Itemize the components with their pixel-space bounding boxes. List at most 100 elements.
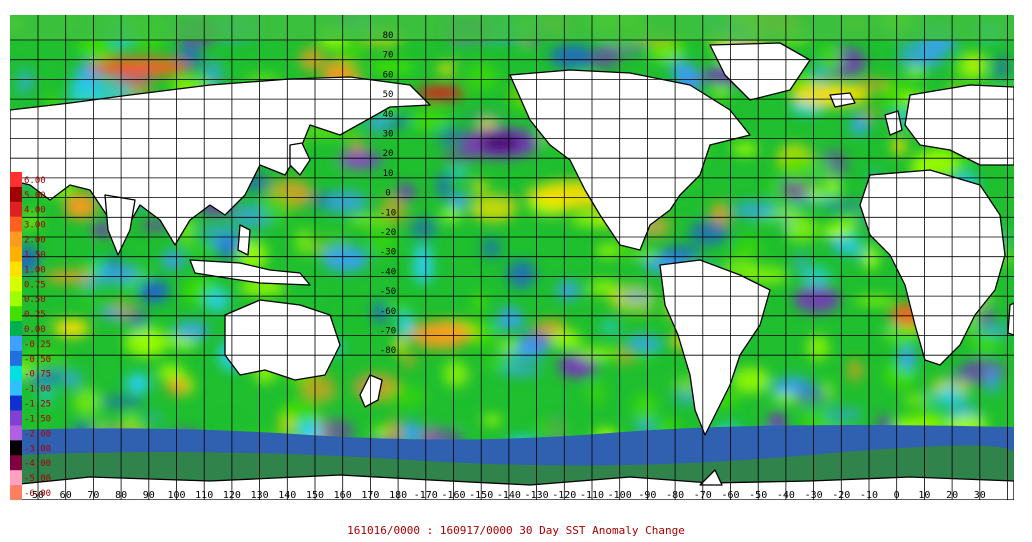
anomaly-patch: [394, 335, 407, 356]
anomaly-patch: [515, 335, 546, 362]
latitude-label: -20: [380, 228, 396, 238]
legend-value-label: -0.50: [24, 355, 51, 365]
anomaly-patch: [350, 67, 372, 78]
anomaly-feature: [90, 57, 190, 77]
anomaly-patch: [556, 280, 580, 301]
anomaly-patch: [557, 353, 584, 378]
longitude-label: -90: [638, 490, 656, 500]
latitude-label: -70: [380, 327, 396, 337]
legend-swatch: [10, 455, 22, 471]
anomaly-patch: [373, 425, 388, 441]
longitude-label: -30: [805, 490, 823, 500]
anomaly-patch: [260, 191, 291, 224]
anomaly-patch: [64, 192, 98, 220]
legend-value-label: 5.00: [24, 191, 46, 201]
anomaly-patch: [380, 193, 408, 225]
anomaly-feature: [410, 321, 470, 349]
anomaly-patch: [942, 381, 958, 407]
anomaly-patch: [470, 195, 517, 222]
latitude-label: -10: [380, 208, 396, 218]
longitude-label: 80: [115, 490, 127, 500]
anomaly-patch: [300, 374, 336, 401]
anomaly-patch: [477, 117, 498, 131]
sst-anomaly-map: 50 60 70 80 90 100 110 120 130 140 150 160 170 180 -17…: [10, 15, 1014, 500]
legend-swatch: [10, 172, 22, 188]
anomaly-patch: [767, 176, 781, 202]
anomaly-patch: [823, 407, 863, 421]
legend-value-label: 3.00: [24, 221, 46, 231]
australia-land: [224, 299, 341, 381]
latitude-label: 0: [385, 189, 390, 199]
anomaly-patch: [166, 377, 190, 395]
anomaly-patch: [985, 365, 1000, 395]
latitude-label: -80: [380, 346, 396, 356]
map-canvas: 50 60 70 80 90 100 110 120 130 140 150 160 170 180 -17…: [10, 15, 1014, 500]
longitude-label: 110: [195, 490, 213, 500]
grid-labels: 50 60 70 80 90 100 110 120 130 140 150 160 170 180 -17…: [32, 31, 986, 500]
legend-value-label: 0.50: [24, 295, 46, 305]
anomaly-patch: [157, 364, 185, 382]
legend-value-label: -0.75: [24, 370, 51, 380]
longitude-label: 120: [223, 490, 241, 500]
anomaly-patch: [856, 78, 890, 90]
anomaly-patch: [470, 332, 493, 347]
anomaly-patch: [860, 108, 880, 118]
latitude-label: -50: [380, 287, 396, 297]
legend-swatch: [10, 485, 22, 500]
longitude-label: -10: [860, 490, 878, 500]
longitude-label: 140: [278, 490, 296, 500]
legend-swatch: [10, 291, 22, 307]
legend-value-label: -1.00: [24, 385, 51, 395]
latitude-label: 70: [383, 51, 394, 61]
anomaly-patch: [793, 384, 828, 408]
new-zealand-land: [359, 374, 383, 408]
longitude-label: -50: [749, 490, 767, 500]
anomaly-patch: [437, 125, 466, 149]
legend-swatch: [10, 440, 22, 456]
indonesia-land: [189, 259, 311, 286]
longitude-label: 170: [361, 490, 379, 500]
anomaly-patch: [446, 165, 469, 179]
anomaly-patch: [19, 212, 42, 230]
anomaly-feature: [338, 151, 382, 169]
anomaly-patch: [902, 394, 931, 406]
anomaly-patch: [217, 235, 238, 262]
legend-value-label: 0.75: [24, 280, 46, 290]
anomaly-patch: [850, 114, 869, 136]
legend-value-label: -6.00: [24, 489, 51, 499]
legend-swatch: [10, 261, 22, 277]
color-legend: 6.00 5.00 4.00 3.00 2.00 1.50 1.00 0.75 0.50 0.25…: [10, 172, 51, 500]
anomaly-patch: [127, 308, 149, 330]
anomaly-patch: [863, 245, 878, 271]
longitude-label: 160: [334, 490, 352, 500]
longitude-label: 130: [251, 490, 269, 500]
legend-swatch: [10, 410, 22, 426]
anomaly-patch: [383, 302, 412, 314]
north-america-land: [509, 69, 751, 251]
anomaly-patch: [784, 215, 818, 243]
anomaly-patch: [100, 309, 127, 320]
legend-value-label: -5.00: [24, 474, 51, 484]
legend-swatch: [10, 470, 22, 486]
legend-value-label: 0.25: [24, 310, 46, 320]
anomaly-patch: [793, 285, 841, 313]
anomaly-patch: [80, 242, 93, 265]
legend-swatch: [10, 186, 22, 203]
anomaly-patch: [398, 311, 413, 338]
longitude-label: -60: [721, 490, 739, 500]
anomaly-patch: [449, 192, 468, 209]
anomaly-patch: [348, 215, 391, 226]
longitude-label: 60: [60, 490, 72, 500]
anomaly-patch: [732, 238, 763, 256]
anomaly-patch: [587, 380, 606, 405]
anomaly-patch: [892, 137, 906, 155]
longitude-label: -110: [580, 490, 604, 500]
anomaly-patch: [731, 201, 779, 218]
anomaly-patch: [321, 245, 369, 272]
anomaly-patch: [906, 66, 925, 78]
anomaly-patch: [138, 279, 170, 303]
legend-swatch: [10, 231, 22, 247]
anomaly-patch: [459, 408, 475, 428]
legend-value-label: -2.00: [24, 429, 51, 439]
anomaly-patch: [847, 358, 863, 382]
